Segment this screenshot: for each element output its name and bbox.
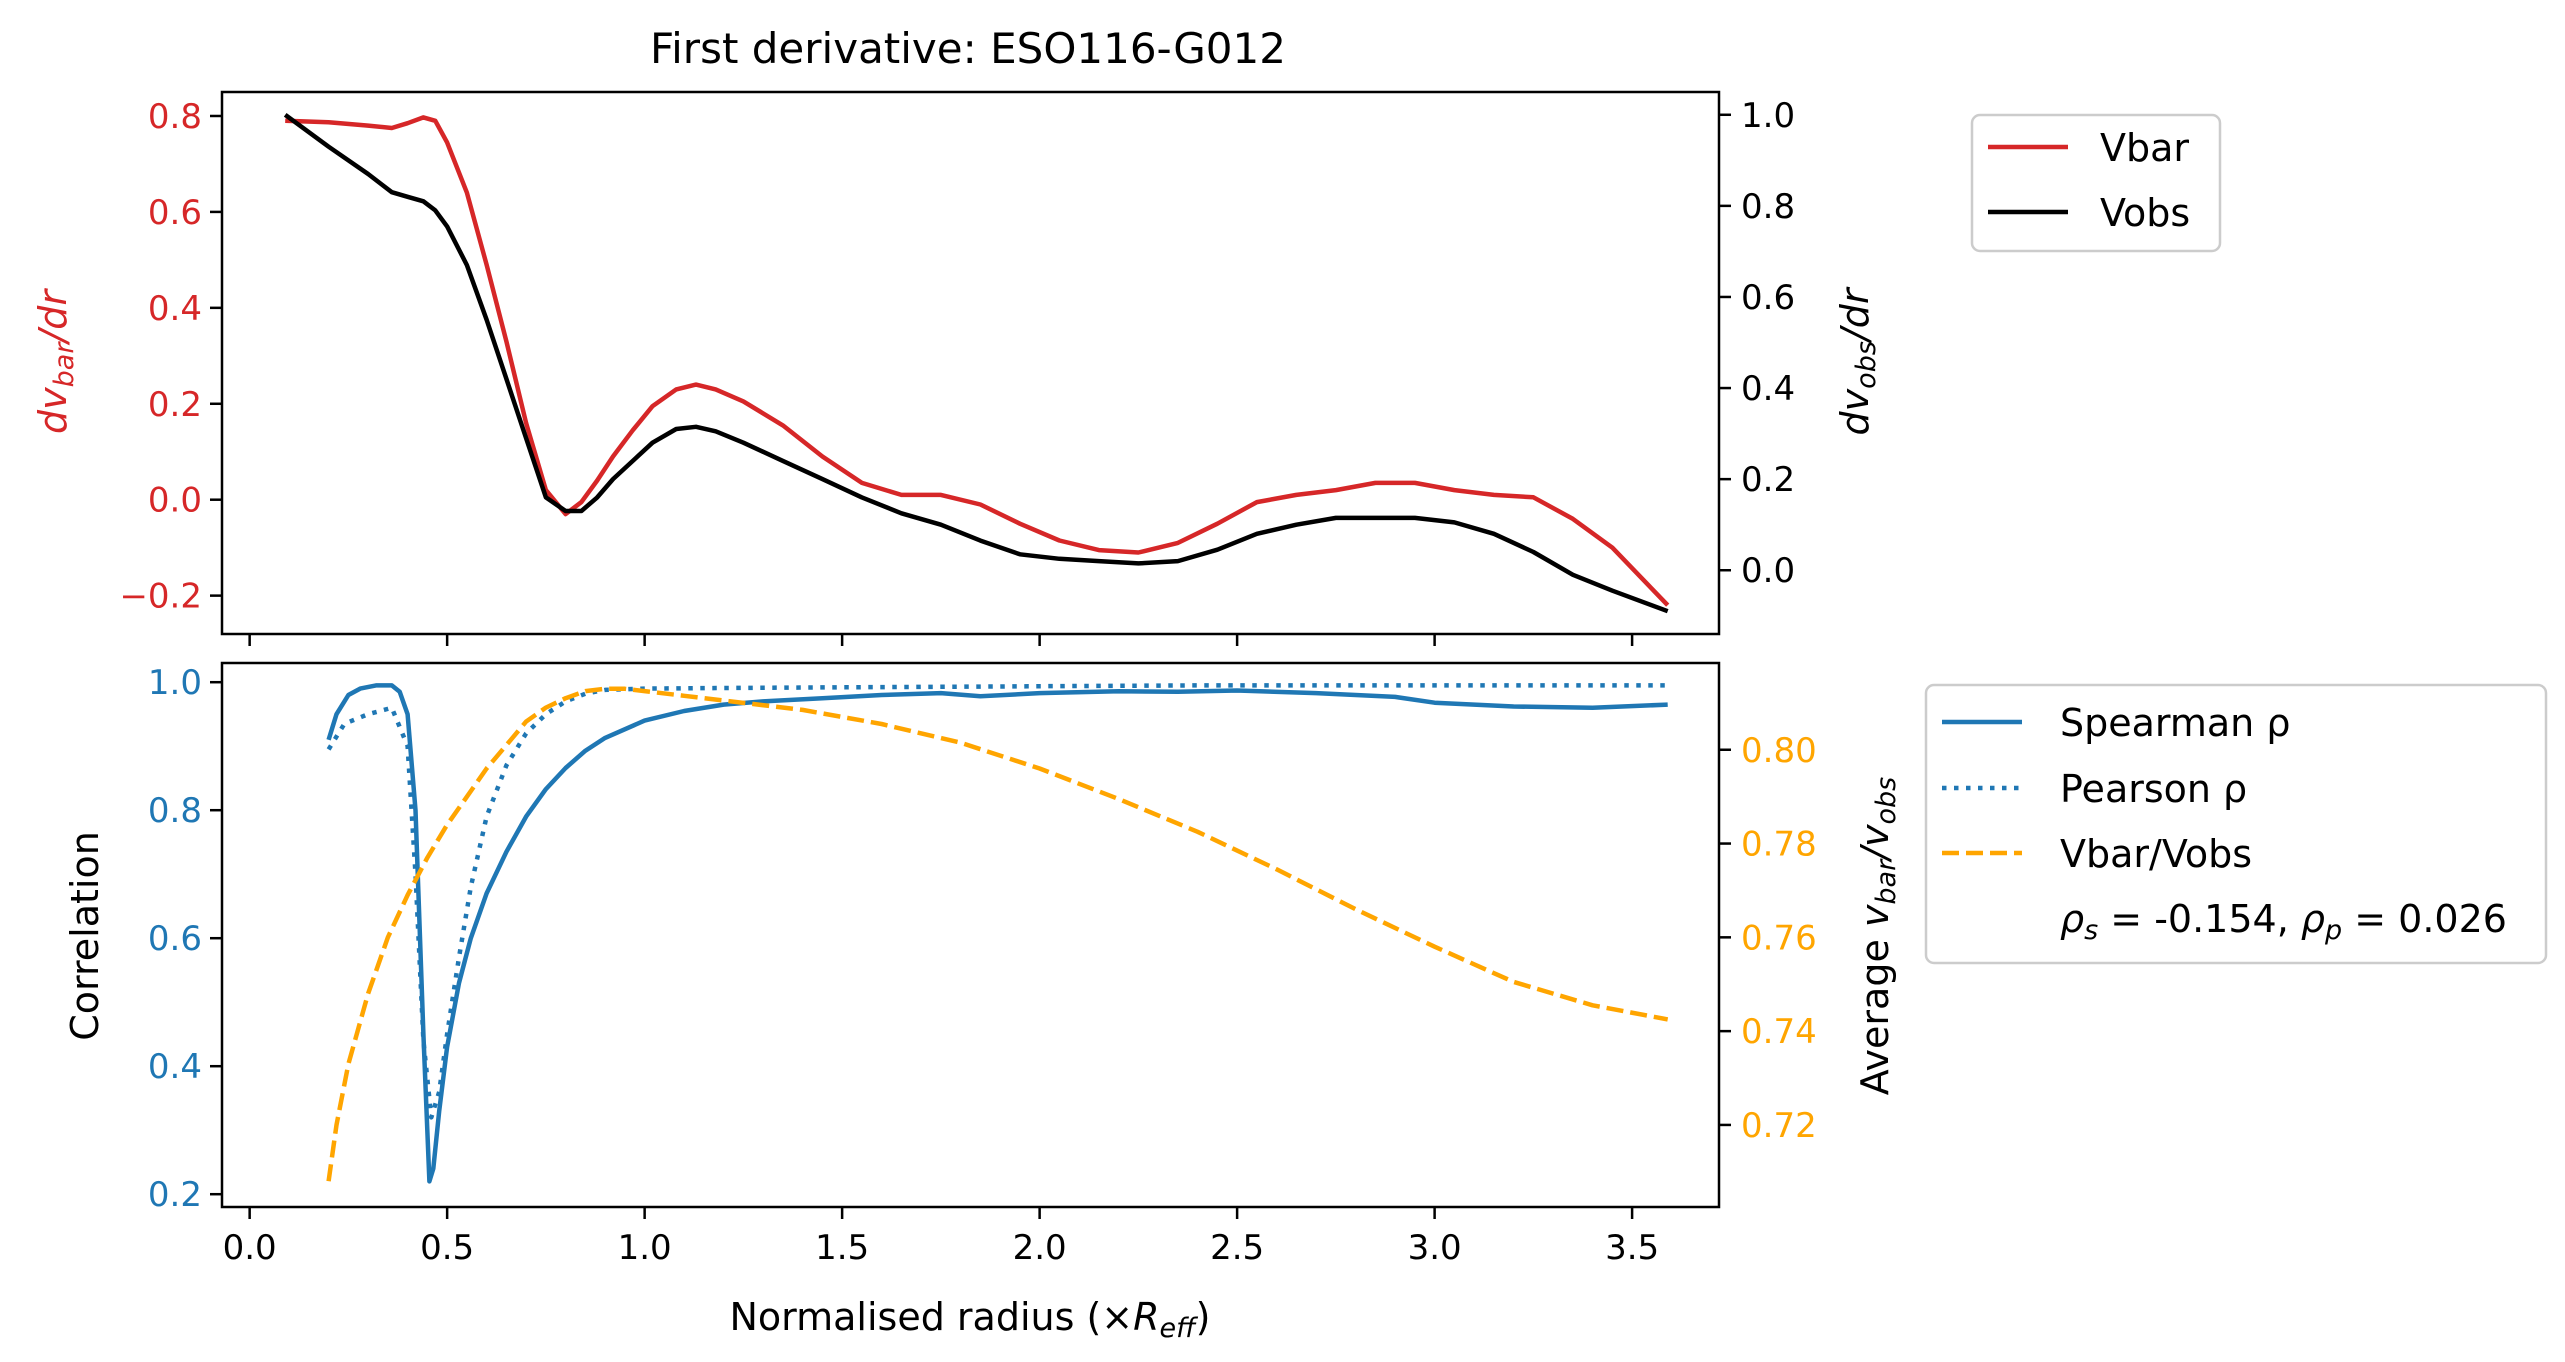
top-left-ticks: −0.2 0.0 0.2 0.4 0.6 0.8 <box>119 97 222 617</box>
right-y-tick-label: 0.6 <box>1741 278 1795 318</box>
right-y-tick-label: 0.8 <box>1741 187 1795 227</box>
legend-label-pearson: Pearson ρ <box>2060 767 2247 811</box>
right-y-tick-label: 0.0 <box>1741 551 1795 591</box>
right-y-tick-label: 1.0 <box>1741 96 1795 136</box>
bottom-x-ticks: 0.0 0.5 1.0 1.5 2.0 2.5 3.0 3.5 <box>223 1207 1659 1268</box>
series-line-pearson <box>326 683 1668 1120</box>
left-y-tick-label: 0.6 <box>148 919 202 959</box>
x-tick-label: 3.0 <box>1408 1228 1462 1268</box>
top-right-ticks: 0.0 0.2 0.4 0.6 0.8 1.0 <box>1719 96 1795 591</box>
bottom-right-y-label: Average vbar/vobs <box>1853 777 1902 1095</box>
x-tick-label: 0.0 <box>223 1228 277 1268</box>
left-y-tick-label: 0.0 <box>148 481 202 521</box>
top-panel-series <box>283 112 1670 614</box>
left-y-tick-label: 0.8 <box>148 791 202 831</box>
x-tick-label: 1.5 <box>815 1228 869 1268</box>
right-y-tick-label: 0.4 <box>1741 369 1795 409</box>
x-tick-label: 3.5 <box>1605 1228 1659 1268</box>
bottom-panel-frame <box>220 661 1721 1209</box>
bottom-panel: 0.0 0.5 1.0 1.5 2.0 2.5 3.0 3.5 0.2 0.4 0.6 0.8 1.0… <box>63 661 1902 1344</box>
left-y-tick-label: 0.4 <box>148 1047 202 1087</box>
legend-label-spearman: Spearman ρ <box>2060 701 2290 745</box>
right-y-tick-label: 0.78 <box>1741 825 1817 865</box>
top-chart-title: First derivative: ESO116-G012 <box>650 24 1286 73</box>
legend-correlation-annotation: ρs = -0.154, ρp = 0.026 <box>2060 897 2507 946</box>
rho-s-value: -0.154 <box>2154 897 2277 941</box>
top-left-y-label: dvbar/dr <box>31 288 80 434</box>
bottom-left-ticks: 0.2 0.4 0.6 0.8 1.0 <box>148 663 222 1215</box>
legend-label-vbar: Vbar <box>2100 126 2189 170</box>
left-y-tick-label: 0.8 <box>148 97 202 137</box>
top-legend: Vbar Vobs <box>1970 113 2222 253</box>
top-panel: −0.2 0.0 0.2 0.4 0.6 0.8 0.0 0.2 0.4 0.6 0.8 1.0 d… <box>31 90 1882 646</box>
x-tick-label: 0.5 <box>420 1228 474 1268</box>
right-y-tick-label: 0.76 <box>1741 918 1817 958</box>
rho-p-value: 0.026 <box>2398 897 2507 941</box>
left-y-tick-label: 0.6 <box>148 193 202 233</box>
series-line-vobs <box>283 112 1669 614</box>
left-y-tick-label: 1.0 <box>148 663 202 703</box>
left-y-tick-label: −0.2 <box>119 577 202 617</box>
legend-label-vobs: Vobs <box>2100 191 2190 235</box>
x-tick-label: 2.0 <box>1013 1228 1067 1268</box>
top-x-ticks <box>248 634 1634 646</box>
bottom-left-y-label: Correlation <box>63 831 107 1041</box>
right-y-tick-label: 0.74 <box>1741 1012 1817 1052</box>
series-line-spearman <box>326 683 1668 1184</box>
series-line-vbar-vobs <box>326 686 1669 1182</box>
x-tick-label: 1.0 <box>618 1228 672 1268</box>
left-y-tick-label: 0.2 <box>148 1175 202 1215</box>
bottom-legend-box <box>1924 683 2548 965</box>
series-line-vbar <box>285 115 1670 607</box>
right-y-tick-label: 0.72 <box>1741 1106 1817 1146</box>
x-tick-label: 2.5 <box>1210 1228 1264 1268</box>
bottom-right-ticks: 0.72 0.74 0.76 0.78 0.80 <box>1719 731 1817 1146</box>
right-y-tick-label: 0.2 <box>1741 460 1795 500</box>
x-axis-label: Normalised radius (×Reff) <box>730 1295 1211 1344</box>
top-panel-frame <box>220 90 1721 636</box>
legend-label-ratio: Vbar/Vobs <box>2060 832 2252 876</box>
left-y-tick-label: 0.4 <box>148 289 202 329</box>
bottom-panel-series <box>326 683 1669 1184</box>
right-y-tick-label: 0.80 <box>1741 731 1817 771</box>
bottom-legend: Spearman ρ Pearson ρ Vbar/Vobs ρs = -0.1… <box>1924 683 2548 965</box>
left-y-tick-label: 0.2 <box>148 385 202 425</box>
